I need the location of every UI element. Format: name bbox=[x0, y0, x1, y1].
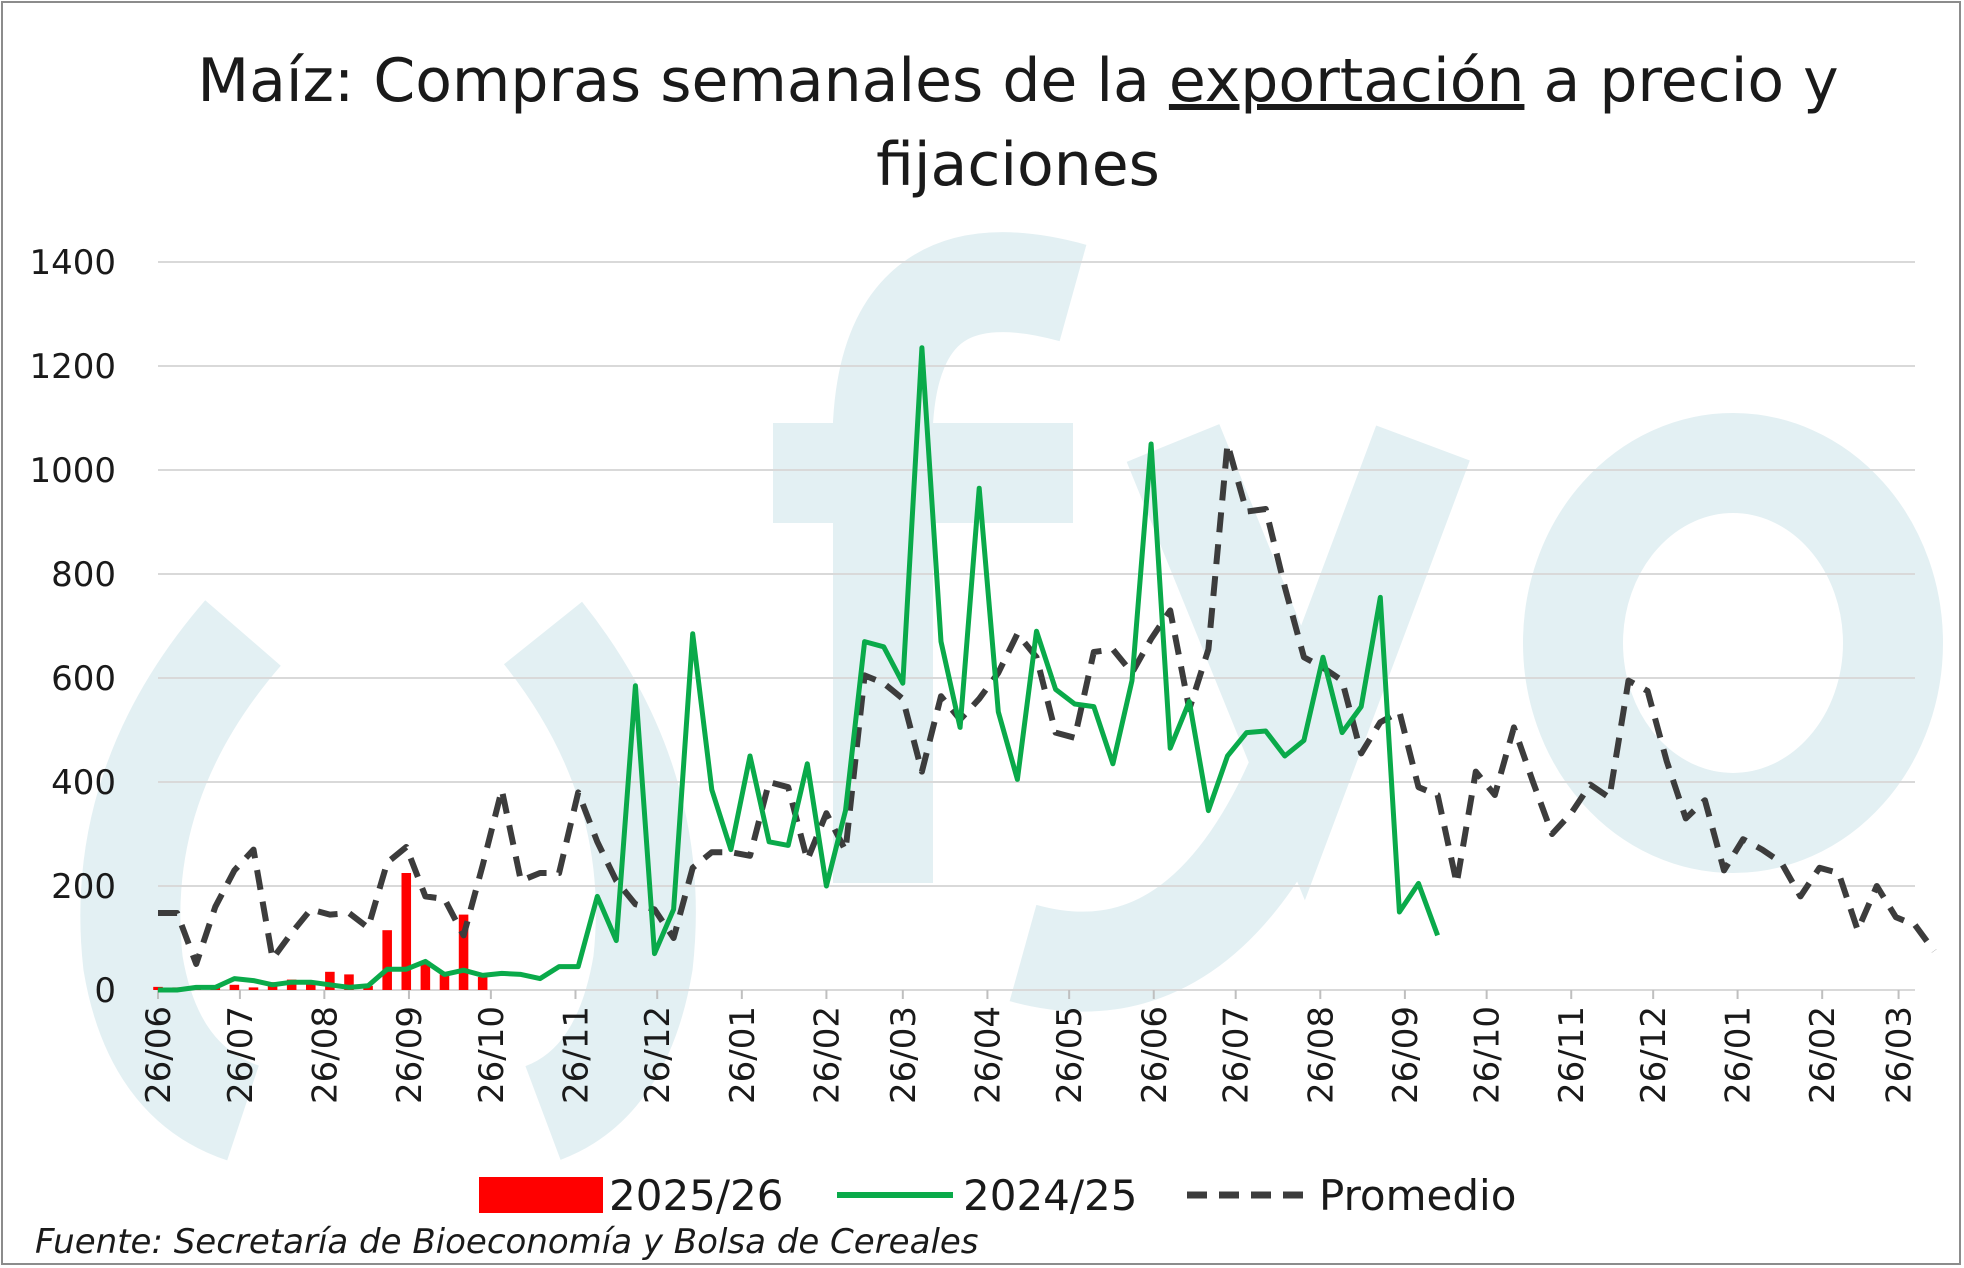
x-tick-label: 26/09 bbox=[390, 1006, 430, 1104]
chart-title-part-1: Maíz: Compras semanales de la bbox=[197, 46, 1169, 116]
y-axis: 0 200 400 600 800 1000 1200 1400 bbox=[29, 243, 116, 1011]
x-tick-label: 26/01 bbox=[723, 1006, 763, 1104]
grid-lines bbox=[158, 261, 1915, 991]
bar-2025-26 bbox=[439, 974, 450, 990]
chart-title: Maíz: Compras semanales de la exportació… bbox=[197, 46, 1838, 116]
watermark-logo bbox=[80, 232, 1943, 1161]
bar-2025-26 bbox=[458, 914, 469, 990]
legend-label-2025-26: 2025/26 bbox=[609, 1171, 783, 1220]
y-tick-label: 1000 bbox=[29, 451, 116, 491]
y-tick-label: 1400 bbox=[29, 243, 116, 283]
y-tick-label: 600 bbox=[51, 659, 116, 699]
x-tick-label: 26/07 bbox=[1217, 1006, 1257, 1104]
bar-2025-26 bbox=[286, 979, 297, 990]
legend-swatch-2025-26 bbox=[479, 1177, 603, 1213]
x-tick-label: 26/08 bbox=[305, 1006, 345, 1104]
x-tick-label: 26/01 bbox=[1719, 1006, 1759, 1104]
x-tick-label: 26/02 bbox=[1803, 1006, 1843, 1104]
chart-svg: Maíz: Compras semanales de la exportació… bbox=[29, 46, 1943, 1262]
x-tick-label: 26/04 bbox=[968, 1006, 1008, 1104]
chart-title-underlined: exportación bbox=[1169, 46, 1525, 116]
x-tick-label: 26/06 bbox=[1135, 1006, 1175, 1104]
y-tick-label: 200 bbox=[51, 867, 116, 907]
legend: 2025/26 2024/25 Promedio bbox=[479, 1171, 1516, 1220]
x-axis: 26/06 26/07 26/08 26/09 26/10 26/11 26/12 26/01… bbox=[139, 989, 1920, 1104]
source-note: Fuente: Secretaría de Bioeconomía y Bols… bbox=[35, 1222, 979, 1262]
y-tick-label: 1200 bbox=[29, 347, 116, 387]
x-tick-label: 26/12 bbox=[1634, 1006, 1674, 1104]
y-tick-label: 0 bbox=[94, 971, 116, 1011]
chart-title-line-2: fijaciones bbox=[876, 130, 1160, 200]
bar-2025-26 bbox=[401, 873, 412, 990]
bar-2025-26 bbox=[420, 961, 431, 990]
line-promedio bbox=[158, 441, 1937, 967]
bar-2025-26 bbox=[248, 987, 259, 990]
x-tick-label: 26/08 bbox=[1301, 1006, 1341, 1104]
bar-2025-26 bbox=[344, 974, 354, 990]
y-tick-label: 400 bbox=[51, 763, 116, 803]
legend-label-2024-25: 2024/25 bbox=[963, 1171, 1137, 1220]
x-tick-label: 26/09 bbox=[1386, 1006, 1426, 1104]
x-tick-label: 26/10 bbox=[1468, 1006, 1508, 1104]
x-tick-label: 26/11 bbox=[556, 1006, 596, 1104]
x-tick-label: 26/10 bbox=[472, 1006, 512, 1104]
series-lines bbox=[158, 345, 1937, 993]
bar-2025-26 bbox=[229, 984, 240, 990]
chart-title-part-2: a precio y bbox=[1524, 46, 1838, 116]
bar-2025-26 bbox=[477, 977, 488, 990]
legend-label-promedio: Promedio bbox=[1319, 1171, 1516, 1220]
x-tick-label: 26/03 bbox=[884, 1006, 924, 1104]
x-tick-label: 26/03 bbox=[1880, 1006, 1920, 1104]
watermark-left-paren bbox=[80, 600, 282, 1161]
watermark-o bbox=[1523, 413, 1943, 873]
bar-2025-26 bbox=[382, 930, 392, 990]
x-tick-label: 26/12 bbox=[638, 1006, 678, 1104]
x-tick-label: 26/06 bbox=[139, 1006, 179, 1104]
watermark-f bbox=[773, 232, 1087, 883]
x-tick-label: 26/02 bbox=[807, 1006, 847, 1104]
y-tick-label: 800 bbox=[51, 555, 116, 595]
bar-2025-26 bbox=[325, 971, 335, 990]
bar-2025-26 bbox=[306, 982, 316, 990]
x-tick-label: 26/05 bbox=[1050, 1006, 1090, 1104]
watermark-right-paren bbox=[503, 601, 696, 1160]
line-2024-25 bbox=[158, 345, 1440, 993]
x-tick-label: 26/07 bbox=[221, 1006, 261, 1104]
x-tick-label: 26/11 bbox=[1552, 1006, 1592, 1104]
